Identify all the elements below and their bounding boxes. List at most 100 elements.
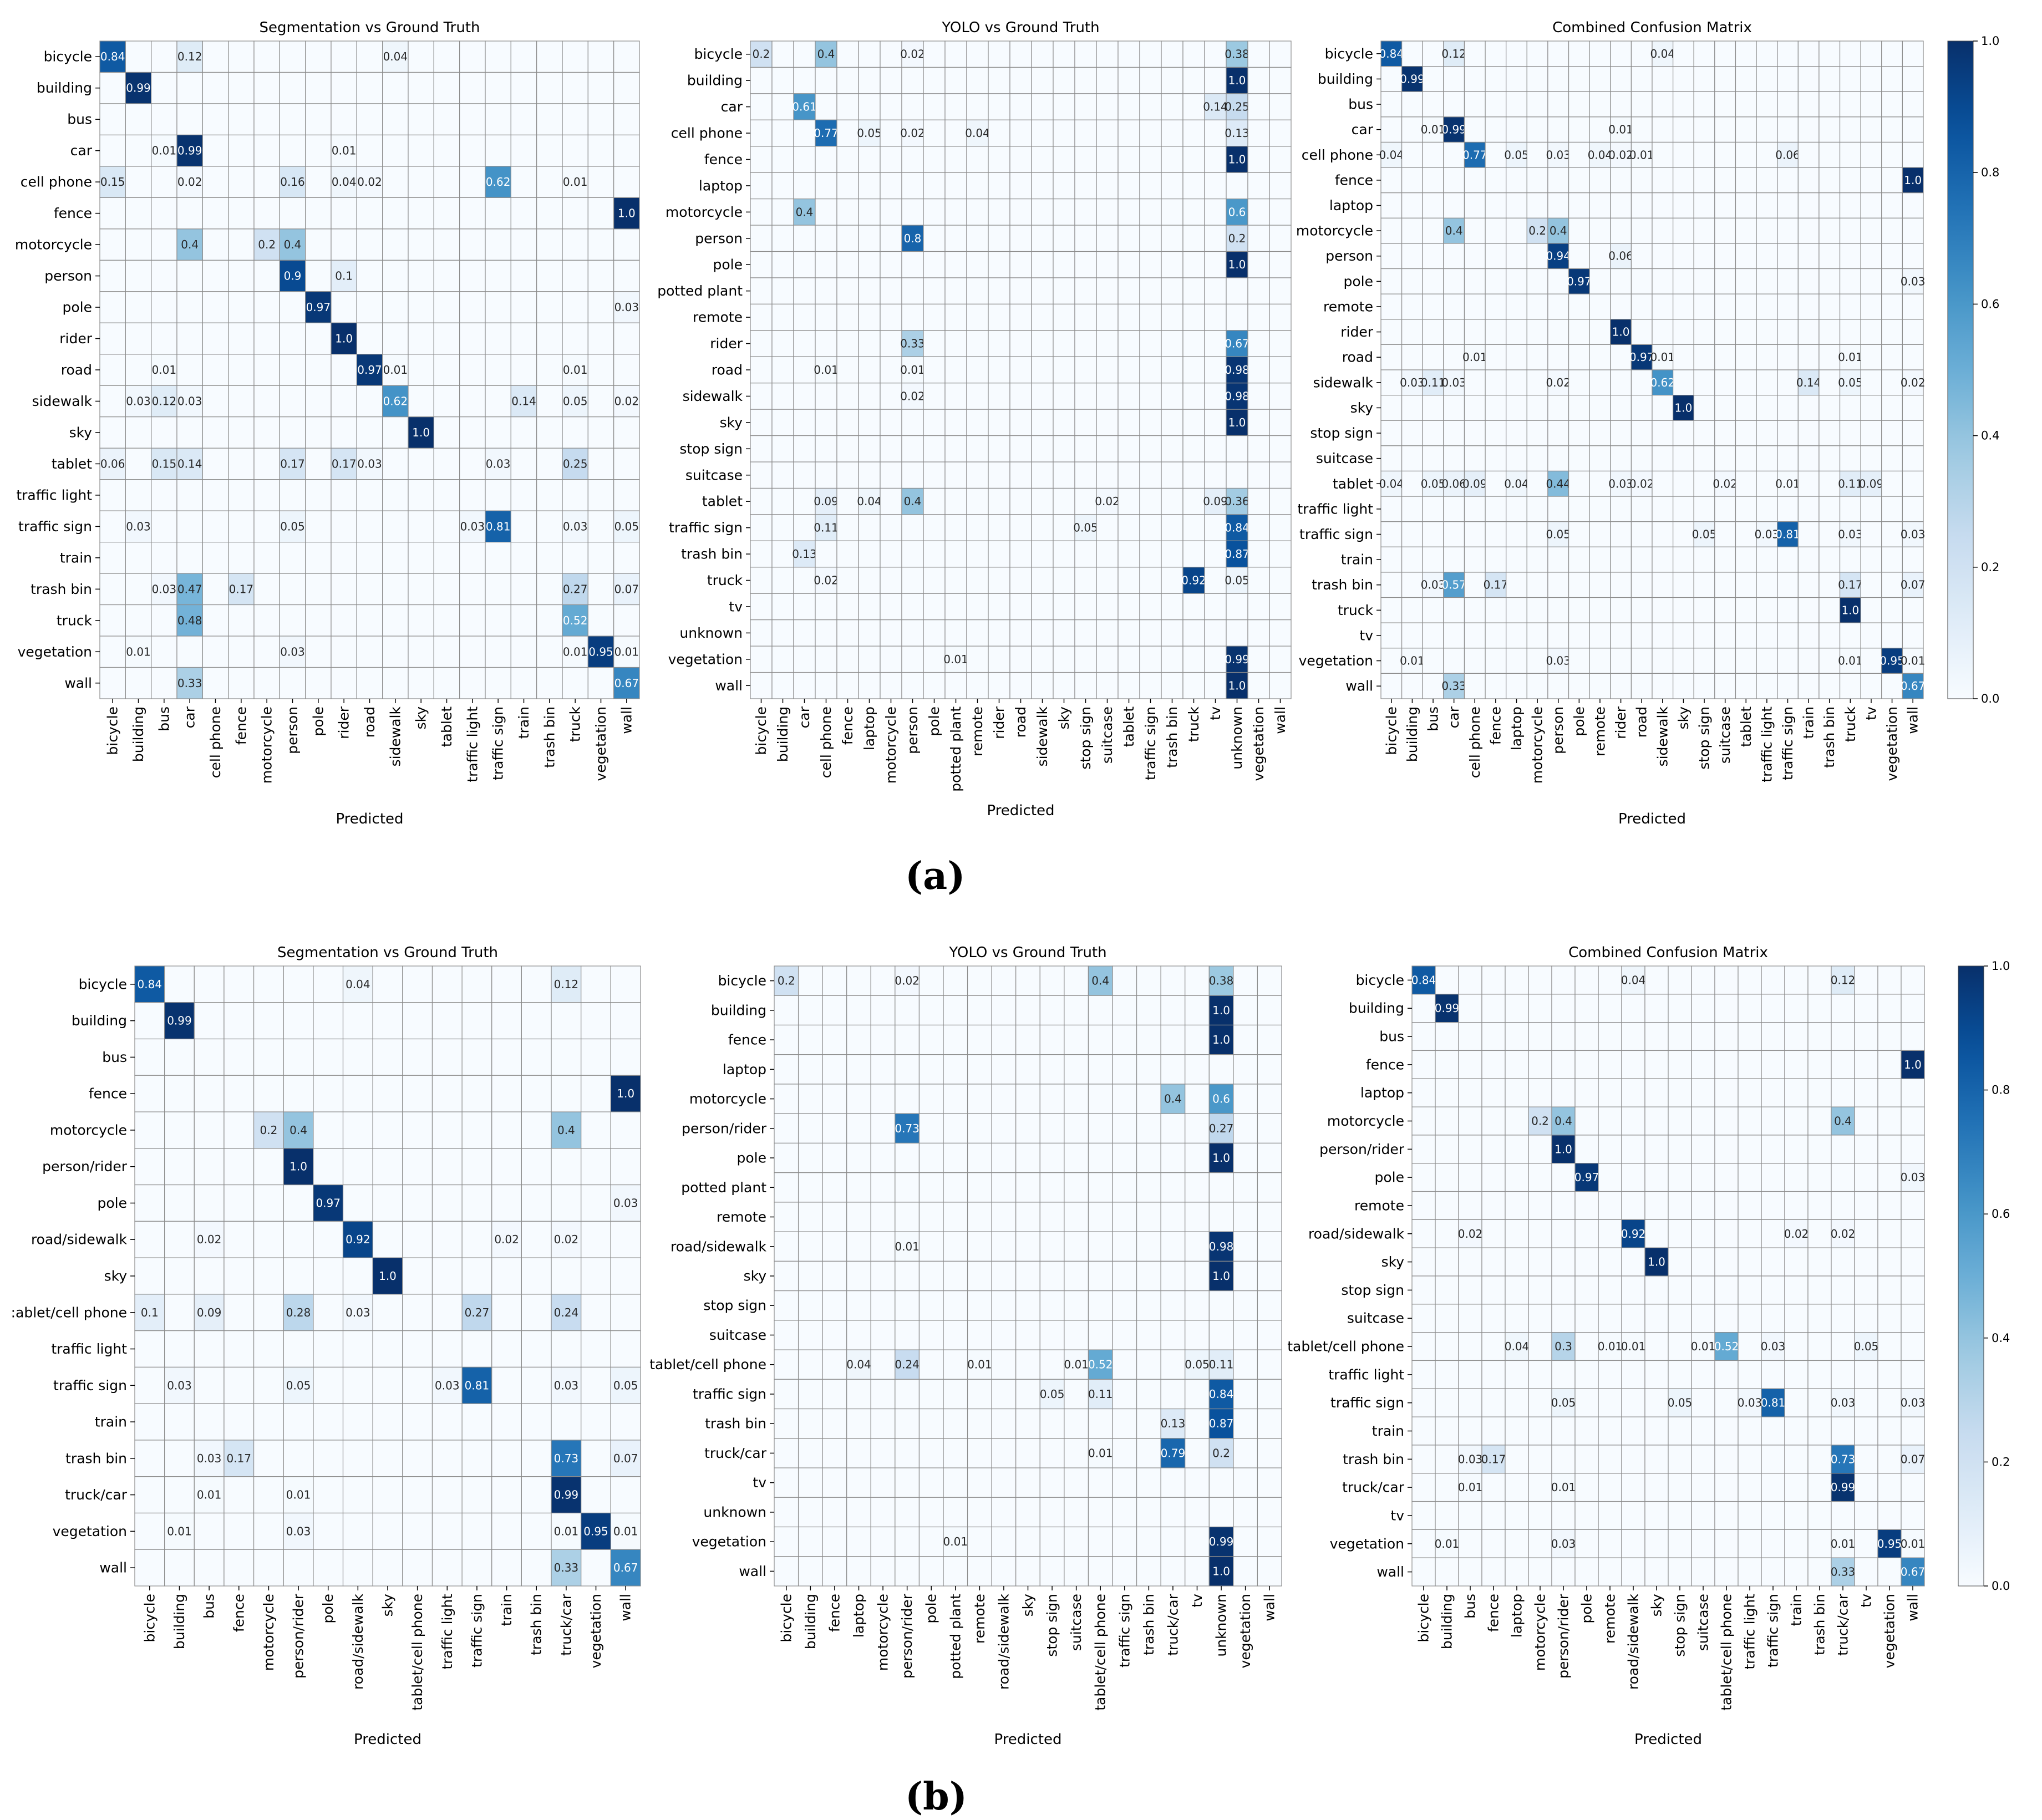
heatmap-cell	[1208, 1438, 1234, 1468]
heatmap-cell	[1096, 225, 1119, 252]
heatmap-cell	[1714, 1360, 1739, 1389]
heatmap-cell	[279, 40, 306, 73]
heatmap-cell	[536, 322, 563, 355]
heatmap-cell	[253, 1403, 284, 1441]
heatmap-cell	[1526, 116, 1548, 143]
heatmap-cell	[491, 1221, 522, 1258]
heatmap-cell	[342, 1294, 373, 1331]
heatmap-cell	[895, 1202, 920, 1232]
heatmap-cell	[1526, 673, 1548, 699]
heatmap-cell	[1139, 514, 1162, 541]
heatmap-cell	[1854, 1388, 1878, 1417]
cell-value-label: 1.0	[289, 1160, 307, 1173]
heatmap-cell	[1039, 1202, 1065, 1232]
heatmap-cell	[1233, 995, 1258, 1026]
heatmap-cell	[880, 567, 902, 594]
heatmap-cell	[1481, 1078, 1506, 1107]
heatmap-cell	[1714, 395, 1736, 421]
heatmap-cell	[1257, 1379, 1282, 1410]
heatmap-cell	[923, 461, 946, 489]
heatmap-cell	[1226, 330, 1248, 357]
heatmap-cell	[1761, 1445, 1785, 1474]
y-tick-label-sky: sky	[720, 414, 743, 430]
heatmap-cell	[1797, 420, 1820, 446]
heatmap-cell	[485, 416, 511, 449]
heatmap-cell	[1160, 1408, 1186, 1439]
cell-value-label: 0.04	[1588, 148, 1613, 161]
x-tick-label-remote: remote	[972, 1594, 988, 1644]
heatmap-cell	[1797, 40, 1820, 67]
heatmap-cell	[1088, 965, 1113, 996]
heatmap-cell	[382, 573, 409, 606]
heatmap-cell	[1160, 1054, 1186, 1085]
y-tick-label-wall: wall	[99, 1560, 127, 1576]
heatmap-cell	[1621, 1191, 1645, 1220]
heatmap-cell	[1160, 1320, 1186, 1350]
heatmap-cell	[991, 965, 1017, 996]
heatmap-cell	[1443, 597, 1465, 623]
heatmap-cell	[1506, 319, 1527, 345]
heatmap-cell	[202, 134, 229, 167]
heatmap-cell	[1088, 1556, 1113, 1587]
heatmap-cell	[1673, 673, 1694, 699]
heatmap-cell	[1547, 470, 1569, 497]
heatmap-cell	[1139, 645, 1162, 673]
heatmap-cell	[1761, 1135, 1785, 1164]
heatmap-cell	[1831, 1332, 1855, 1361]
heatmap-cell	[1589, 420, 1611, 446]
heatmap-cell	[1568, 344, 1590, 370]
heatmap-cell	[1589, 116, 1611, 143]
heatmap-cell	[331, 667, 357, 699]
heatmap-cell	[1380, 293, 1403, 320]
heatmap-cell	[356, 573, 383, 606]
heatmap-cell	[1668, 1445, 1692, 1474]
y-tick-label-stop-sign: stop sign	[1310, 425, 1373, 441]
heatmap-cell	[1401, 648, 1423, 674]
heatmap-cell	[1901, 965, 1925, 995]
heatmap-cell	[1443, 319, 1465, 345]
heatmap-cell	[1756, 369, 1778, 396]
heatmap-cell	[356, 667, 383, 699]
heatmap-cell	[1784, 1247, 1809, 1277]
heatmap-cell	[836, 461, 859, 489]
cell-value-label: 0.67	[1901, 1565, 1926, 1579]
heatmap-cell	[551, 1403, 582, 1441]
heatmap-cell	[1877, 1275, 1902, 1305]
y-tick-label-building: building	[1349, 1000, 1404, 1016]
x-tick-label-bicycle: bicycle	[1416, 1594, 1432, 1642]
y-tick-label-suitcase: suitcase	[1316, 450, 1373, 466]
heatmap-cell	[402, 1512, 433, 1550]
heatmap-cell	[433, 385, 460, 418]
heatmap-cell	[1691, 1557, 1715, 1587]
x-tick-label-rider: rider	[1613, 706, 1629, 739]
heatmap-cell	[1652, 268, 1674, 294]
heatmap-cell	[1435, 1247, 1459, 1277]
heatmap-cell	[1481, 1416, 1506, 1446]
cell-value-label: 0.06	[1775, 148, 1800, 161]
heatmap-cell	[1807, 1416, 1832, 1446]
heatmap-cell	[1435, 1106, 1459, 1136]
heatmap-cell	[521, 1038, 552, 1076]
heatmap-cell	[967, 1024, 992, 1055]
heatmap-cell	[581, 1221, 611, 1258]
heatmap-cell	[1485, 622, 1507, 649]
heatmap-cell	[1411, 1473, 1436, 1502]
heatmap-cell	[1053, 461, 1075, 489]
heatmap-5: 0.2 0.02 0.4 0.381.01.00.4 0.60.73 0.271.00.0…	[649, 944, 1282, 1748]
heatmap-cell	[1443, 546, 1465, 573]
heatmap-cell	[125, 103, 152, 136]
heatmap-cell	[510, 416, 537, 449]
heatmap-cell	[1574, 1191, 1599, 1220]
heatmap-cell	[1777, 167, 1799, 194]
heatmap-cell	[1401, 369, 1423, 396]
heatmap-cell	[1807, 1078, 1832, 1107]
heatmap-cell	[1422, 116, 1444, 143]
heatmap-cell	[1506, 445, 1527, 472]
heatmap-cell	[1096, 514, 1119, 541]
y-tick-label-building: building	[37, 80, 92, 96]
heatmap-cell	[1568, 369, 1590, 396]
heatmap-cell	[774, 995, 799, 1026]
heatmap-cell	[164, 1257, 195, 1295]
heatmap-cell	[1226, 172, 1248, 200]
heatmap-cell	[510, 510, 537, 543]
